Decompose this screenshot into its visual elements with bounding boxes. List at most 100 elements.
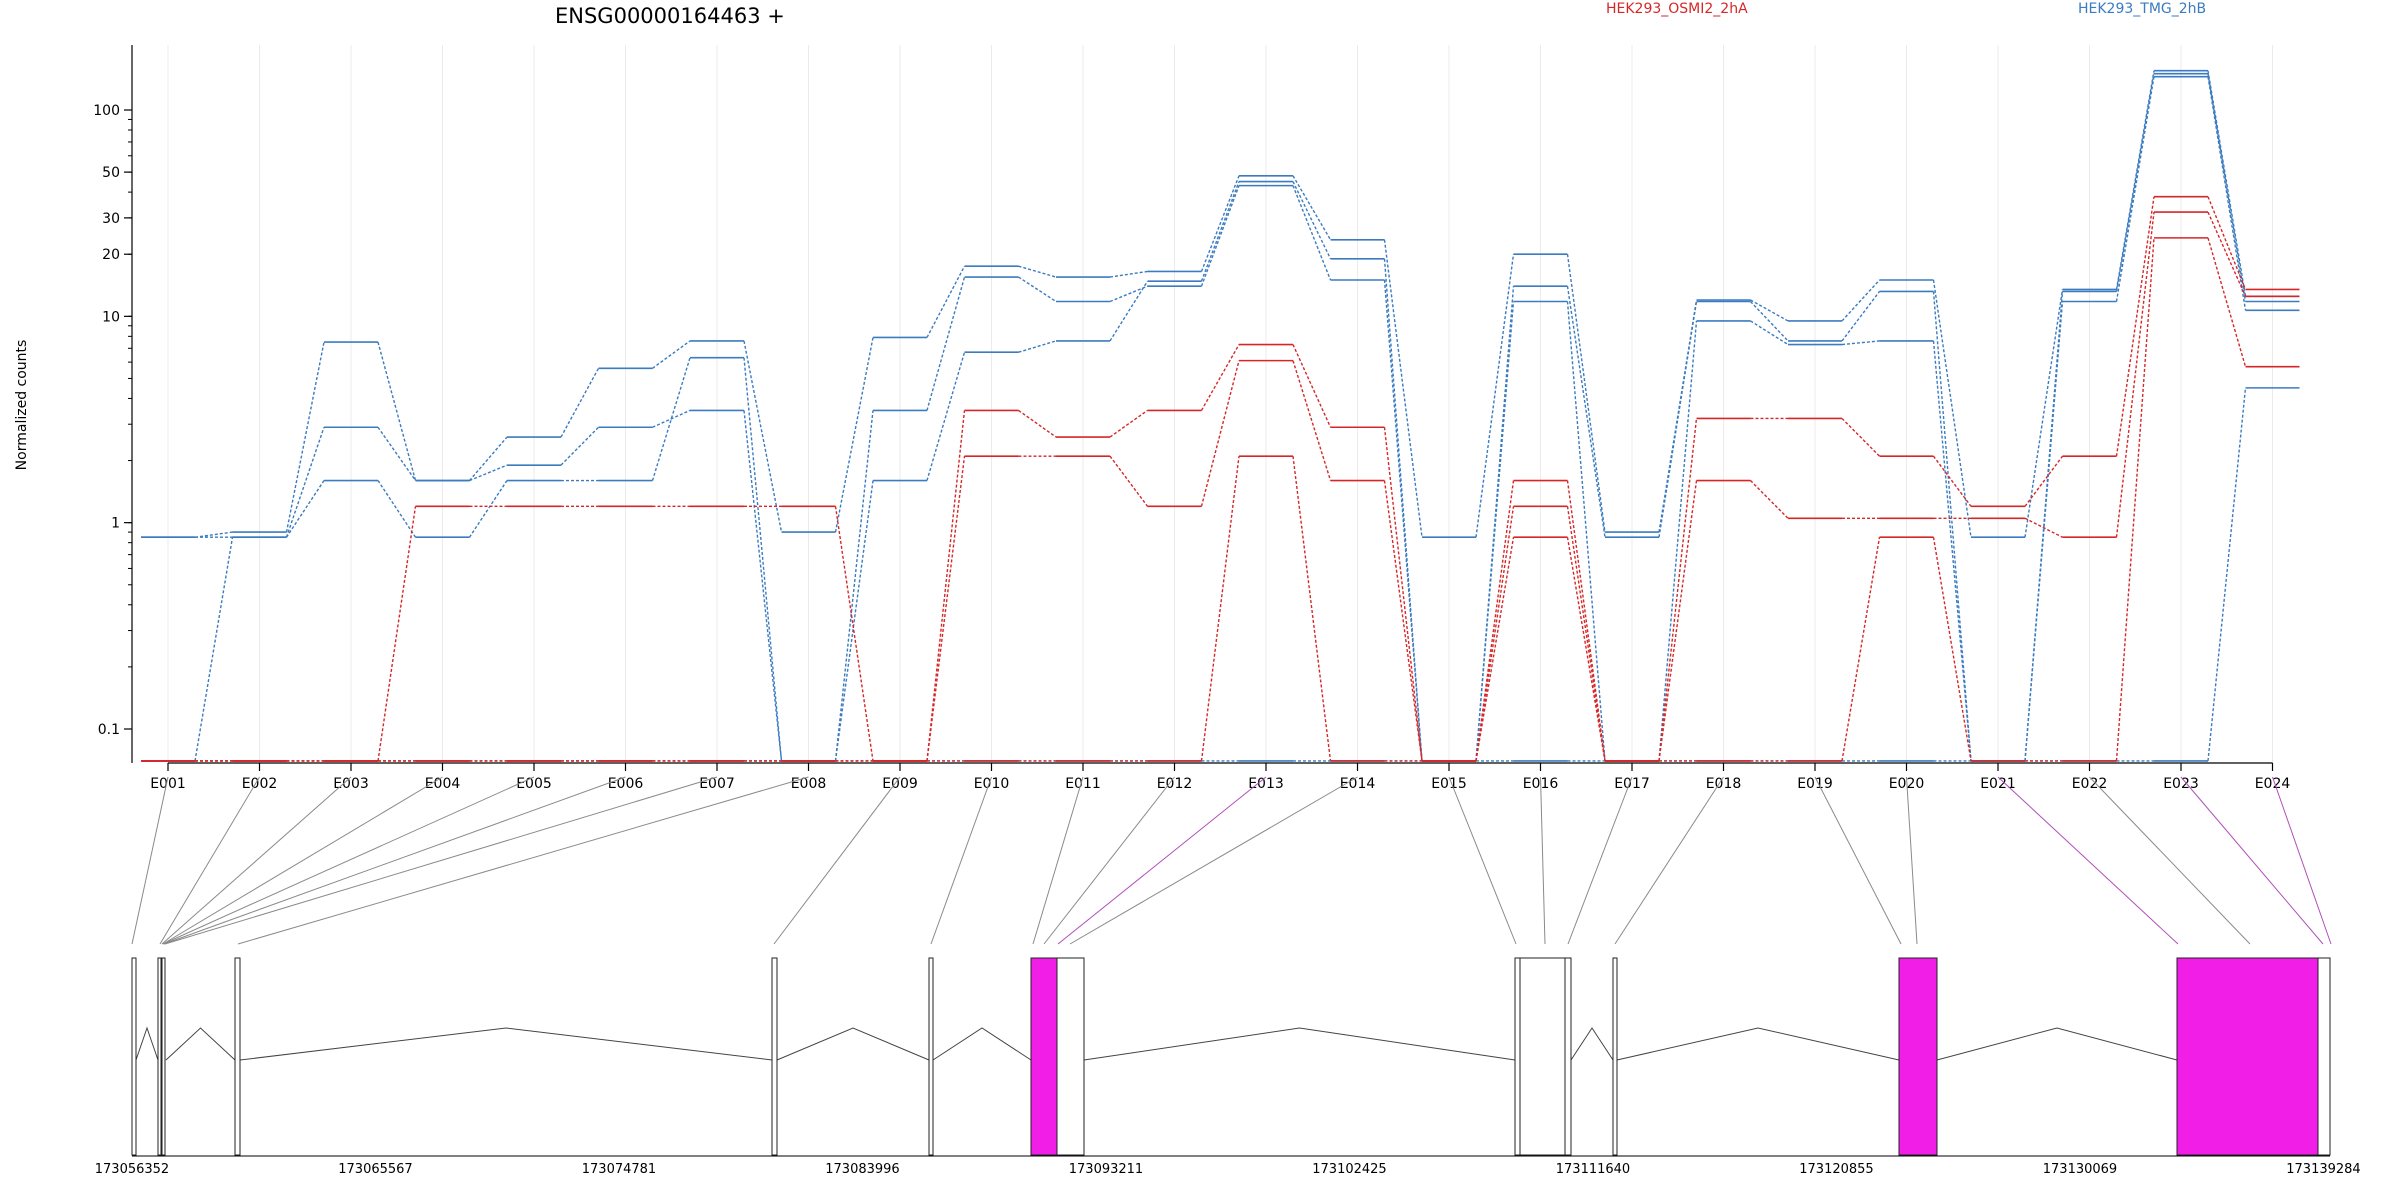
genomic-coordinate-label: 173120855 xyxy=(1799,1162,1873,1177)
series-ramp xyxy=(1200,181,1240,282)
x-tick-label: E014 xyxy=(1340,776,1376,792)
chart-title: ENSG00000164463 + xyxy=(555,4,785,28)
series-ramp xyxy=(926,352,966,481)
vertical-grid xyxy=(167,45,2273,763)
intron-chevron xyxy=(776,1027,930,1061)
series-ramp xyxy=(1383,258,1423,762)
exon-connector xyxy=(1540,776,1546,945)
series-ramp xyxy=(1750,320,1789,346)
series-ramp xyxy=(652,409,691,428)
series-ramp xyxy=(2207,76,2247,311)
series-ramp xyxy=(1841,291,1881,342)
series-ramp xyxy=(743,410,783,762)
series-ramp xyxy=(2115,196,2155,457)
x-tick-label: E004 xyxy=(425,776,461,792)
legend-tmg: HEK293_TMG_2hB xyxy=(2078,1,2206,17)
series-ramp xyxy=(1841,279,1881,322)
exon-box xyxy=(771,957,778,1156)
y-tick-label: 20 xyxy=(102,247,120,263)
exon-connector xyxy=(2272,776,2332,945)
series-ramp xyxy=(1750,299,1789,322)
series-lines xyxy=(141,69,2300,762)
genomic-coordinate-label: 173074781 xyxy=(582,1162,656,1177)
genomic-coordinate-label: 173056352 xyxy=(95,1162,169,1177)
series-ramp xyxy=(1109,270,1148,278)
series-3 xyxy=(141,387,2300,762)
series-ramp xyxy=(1018,409,1057,438)
series-ramp xyxy=(1475,254,1515,538)
exon-box xyxy=(1056,957,1085,1156)
exon-connector xyxy=(2089,776,2251,945)
x-tick-label: E006 xyxy=(608,776,644,792)
series-ramp xyxy=(194,537,234,762)
series-ramp xyxy=(1841,537,1881,762)
x-tick-label: E008 xyxy=(791,776,827,792)
x-tick-label: E012 xyxy=(1157,776,1193,792)
series-2 xyxy=(141,75,2300,762)
series-ramp xyxy=(834,337,874,533)
exon-box xyxy=(131,957,137,1156)
series-ramp xyxy=(1292,185,1332,281)
y-tick-label: 0.1 xyxy=(98,722,120,738)
series-ramp xyxy=(1841,417,1880,457)
genomic-coordinate-label: 173130069 xyxy=(2043,1162,2117,1177)
y-tick-label: 50 xyxy=(102,165,120,181)
exon-box xyxy=(928,957,934,1156)
x-tick-label: E023 xyxy=(2163,776,2199,792)
exon-box-highlighted xyxy=(1030,957,1058,1156)
series-ramp xyxy=(285,341,325,533)
series-ramp xyxy=(1200,175,1240,272)
x-tick-label: E009 xyxy=(882,776,918,792)
exon-connector xyxy=(1043,776,1175,945)
series-ramp xyxy=(1932,340,1972,762)
exon-connector xyxy=(162,776,443,945)
x-tick-label: E015 xyxy=(1431,776,1467,792)
genomic-coordinate-label: 173093211 xyxy=(1069,1162,1143,1177)
x-tick-label: E019 xyxy=(1797,776,1833,792)
exon-connector xyxy=(1997,776,2179,945)
exon-connector xyxy=(1448,776,1517,945)
series-ramp xyxy=(1475,537,1515,762)
series-ramp xyxy=(2024,301,2064,762)
exon-connector xyxy=(131,776,169,945)
series-ramp xyxy=(1383,239,1423,538)
series-ramp xyxy=(1658,301,1698,538)
series-ramp xyxy=(1475,301,1515,762)
series-ramp xyxy=(2207,73,2247,302)
exon-connector xyxy=(159,776,260,945)
y-tick-label: 1 xyxy=(111,516,120,532)
series-ramp xyxy=(1292,344,1332,428)
series-ramp xyxy=(377,480,417,538)
y-tick-label: 30 xyxy=(102,211,120,227)
series-ramp xyxy=(377,426,417,481)
intron-chevron xyxy=(135,1026,159,1061)
series-ramp xyxy=(1018,265,1057,278)
series-ramp xyxy=(1200,456,1240,762)
intron-chevron xyxy=(1616,1027,1900,1061)
series-ramp xyxy=(2115,76,2155,302)
exon-connector xyxy=(1906,776,1918,945)
series-ramp xyxy=(377,341,417,481)
series-ramp xyxy=(1475,286,1515,762)
x-tick-label: E001 xyxy=(150,776,186,792)
exon-connector xyxy=(930,776,992,945)
exon-connector xyxy=(1069,776,1358,945)
genomic-coordinate-label: 173139284 xyxy=(2286,1162,2360,1177)
series-ramp xyxy=(2207,70,2247,297)
series-ramp xyxy=(2115,212,2155,538)
exon-connector xyxy=(1032,776,1084,945)
exon-box xyxy=(234,957,241,1156)
series-ramp xyxy=(1566,254,1606,533)
series-ramp xyxy=(2024,289,2064,538)
series-ramp xyxy=(1292,360,1332,481)
series-ramp xyxy=(926,456,966,762)
exon-box xyxy=(1514,957,1521,1156)
series-ramp xyxy=(2024,455,2064,507)
intron-chevron xyxy=(932,1027,1032,1061)
exon-box xyxy=(161,957,166,1156)
series-ramp xyxy=(1292,456,1332,762)
axes: 0.1 1 10 20 30 50 100 E001 E002 E003 E004 E005 E006 E… xyxy=(93,45,2290,792)
exon-connector xyxy=(1614,776,1724,945)
